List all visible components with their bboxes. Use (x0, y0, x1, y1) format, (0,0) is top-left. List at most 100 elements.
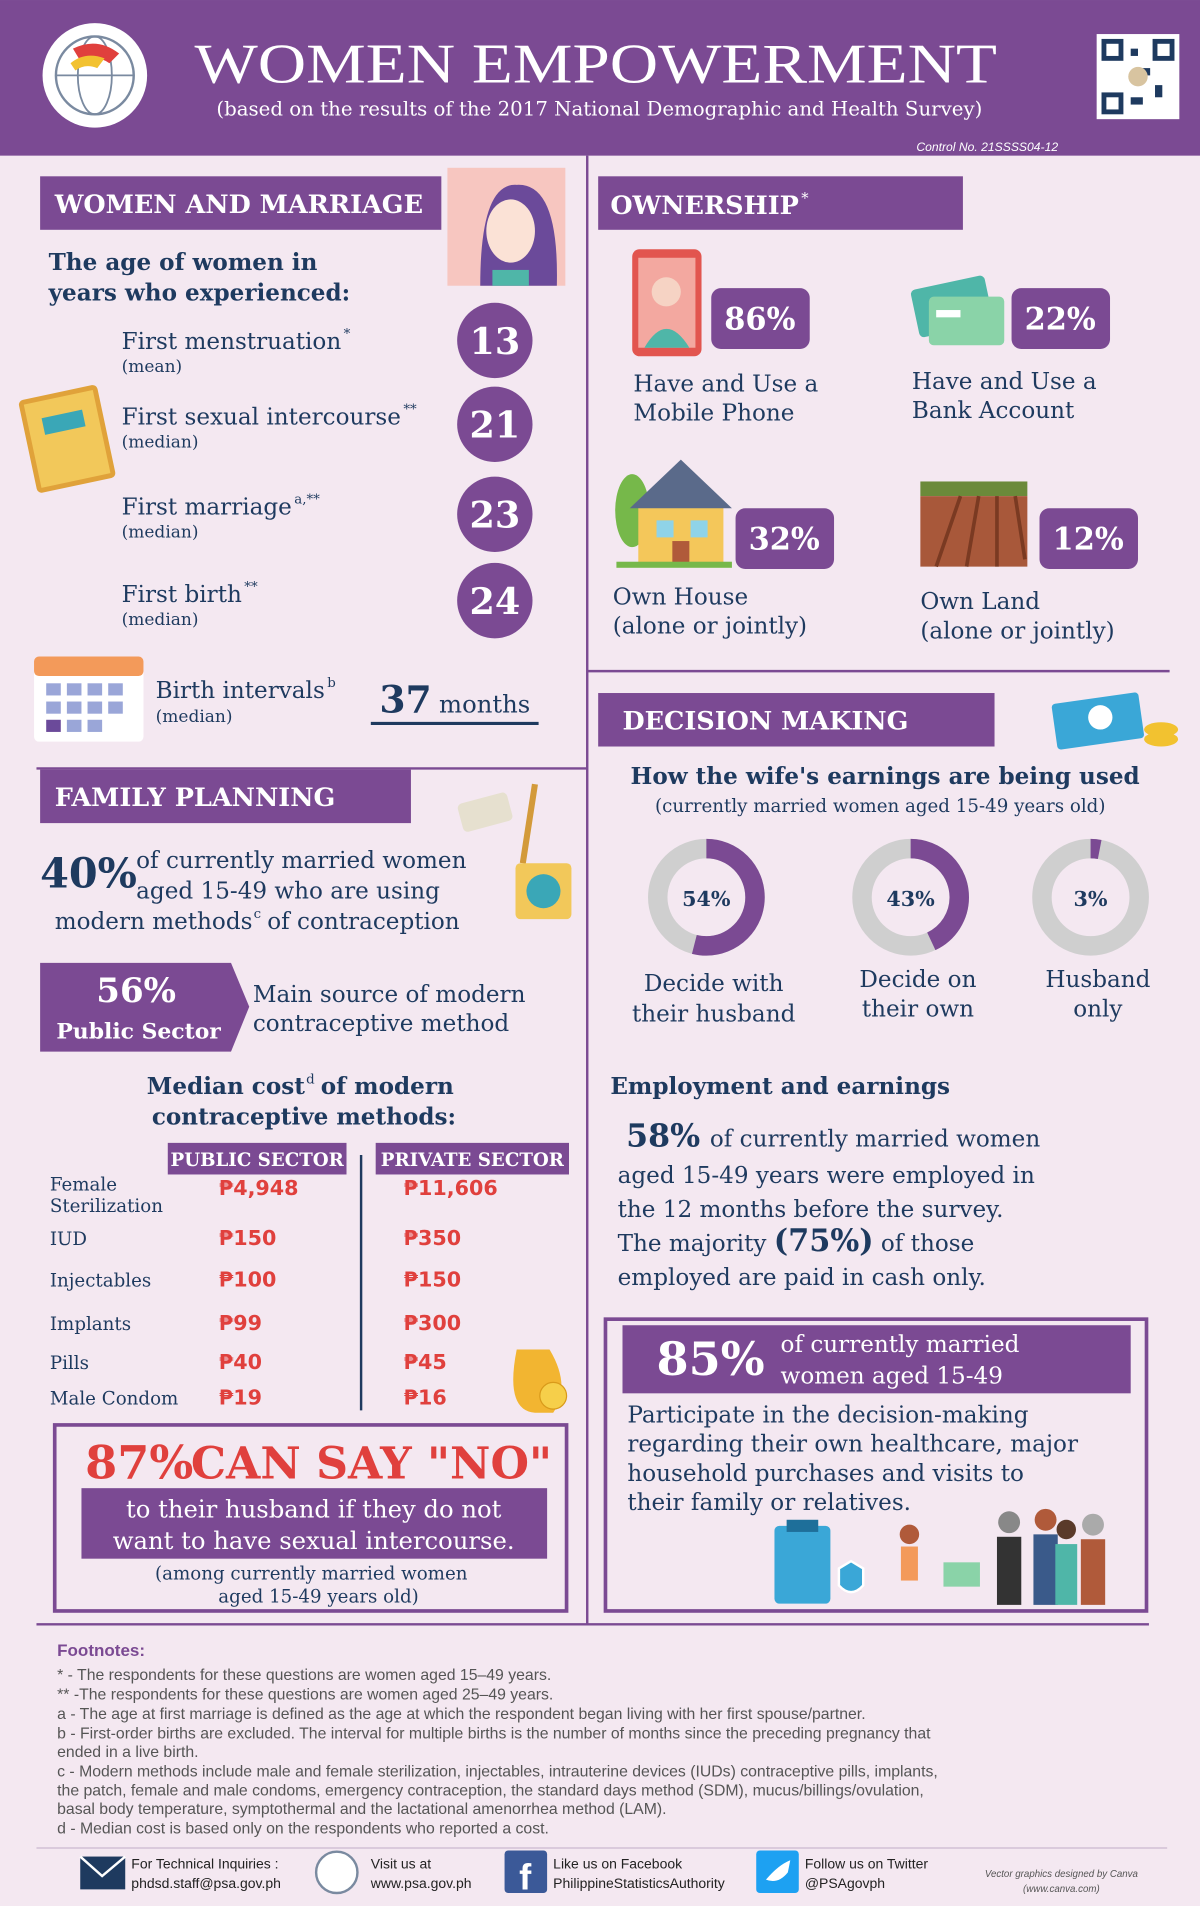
ownership-label: Own Land (920, 589, 1040, 615)
healthcare-band (622, 1325, 1131, 1394)
footnote: b - First-order births are excluded. The… (57, 1726, 931, 1743)
ownership-value: 32% (749, 522, 820, 558)
phone-icon (632, 249, 702, 357)
section-heading: WOMEN AND MARRIAGE (54, 190, 423, 220)
footer-label: Follow us on Twitter (805, 1856, 929, 1872)
people-icons (774, 1508, 1106, 1605)
say-no-text: to their husband if they do not (126, 1494, 502, 1523)
cost-title: contraceptive methods: (152, 1104, 456, 1131)
cost-title: of modern (321, 1073, 454, 1100)
footnote: the patch, female and male condoms, emer… (57, 1783, 924, 1800)
donut-arc (1032, 838, 1149, 956)
house-icon (615, 459, 732, 568)
calendar-icon (34, 656, 144, 742)
value-circle (457, 476, 533, 552)
item-value: 13 (469, 320, 520, 363)
ownership-label: Have and Use a (633, 372, 818, 398)
method-name: Male Condom (50, 1388, 178, 1409)
item-value: 23 (469, 494, 520, 537)
item-stat: (median) (122, 432, 199, 452)
footer-icons: f (79, 1850, 799, 1897)
footnote-mark: * (344, 327, 351, 342)
public-cost: ₱40 (219, 1350, 262, 1374)
private-cost: ₱45 (404, 1350, 447, 1374)
item-stat: (median) (122, 610, 199, 630)
donut-caption: their husband (632, 1001, 796, 1027)
value-circle (457, 562, 533, 639)
item-value: 21 (469, 404, 520, 447)
ownership-label: Bank Account (912, 398, 1075, 424)
healthcare-value: 85% (657, 1332, 765, 1386)
item-stat: (median) (122, 522, 199, 542)
item-value: 24 (469, 580, 520, 623)
interval-stat: (median) (156, 707, 233, 727)
footnote-mark: ** (403, 402, 417, 417)
section-heading: OWNERSHIP (610, 191, 799, 221)
woman-icon (447, 167, 566, 286)
item-stat: (mean) (122, 357, 183, 377)
source-text: Main source of modern (253, 982, 526, 1008)
heading-box (598, 176, 963, 230)
footnote-mark: ** (244, 580, 258, 595)
ownership-label: Own House (613, 584, 748, 610)
value-badge (735, 508, 835, 570)
footnote-mark: a,** (294, 492, 320, 507)
item-label: First menstruation (122, 329, 342, 355)
item-label: First sexual intercourse (122, 404, 401, 430)
footnote: d - Median cost is based only on the res… (57, 1820, 549, 1837)
source-text: contraceptive method (253, 1011, 510, 1037)
heading-box (40, 176, 442, 230)
footer-label: Like us on Facebook (553, 1856, 682, 1872)
method-name: Injectables (50, 1270, 151, 1291)
ownership-value: 86% (724, 301, 795, 337)
logo (42, 23, 148, 128)
public-cost: ₱150 (219, 1226, 276, 1250)
public-cost: ₱19 (219, 1385, 262, 1409)
ownership-label: Mobile Phone (633, 401, 794, 427)
credit: Vector graphics designed by Canva (985, 1869, 1139, 1880)
modern-text: modern methods (55, 909, 253, 935)
item-label: First marriage (122, 494, 292, 520)
say-no-note: (among currently married women (155, 1563, 468, 1584)
interval-label: Birth intervals (156, 678, 325, 704)
column-header: PUBLIC SECTOR (171, 1150, 345, 1171)
employment-text: employed are paid in cash only. (618, 1265, 986, 1291)
employment-text: aged 15-49 years were employed in (618, 1163, 1035, 1189)
dividers (36, 155, 1170, 1849)
footnote: ended in a live birth. (57, 1744, 198, 1761)
healthcare-label: women aged 15-49 (781, 1364, 1003, 1390)
method-name: Sterilization (50, 1196, 163, 1217)
footer-label: For Technical Inquiries : (131, 1856, 278, 1872)
source-label: Public Sector (56, 1018, 221, 1044)
footer-link[interactable]: www.psa.gov.ph (370, 1875, 472, 1891)
footnotes-heading: Footnotes: (57, 1641, 145, 1660)
footnote: a - The age at first marriage is defined… (57, 1706, 865, 1723)
method-name: Implants (50, 1314, 131, 1335)
ownership-label: (alone or jointly) (613, 613, 807, 639)
header-band (0, 0, 1200, 156)
footnote-mark: * (801, 190, 809, 207)
source-value: 56% (96, 971, 176, 1011)
footer-link[interactable]: PhilippineStatisticsAuthority (553, 1875, 725, 1891)
control-number: Control No. 21SSSS04-12 (916, 140, 1058, 154)
intro-text: years who experienced: (48, 279, 351, 306)
footnote: basal body temperature, symptothermal an… (57, 1801, 666, 1818)
public-cost: ₱100 (219, 1267, 276, 1291)
footer-link[interactable]: @PSAgovph (805, 1875, 885, 1891)
employment-value: 58% (626, 1118, 700, 1155)
donut-label: 3% (1074, 887, 1108, 911)
donut-arc (852, 838, 969, 956)
modern-value: 40% (40, 849, 137, 898)
modern-text: of contraception (267, 909, 460, 935)
say-no-band (81, 1488, 548, 1559)
value-badge (1011, 288, 1111, 349)
value-circle (457, 302, 533, 379)
method-name: IUD (50, 1229, 87, 1250)
interval-unit: months (439, 689, 530, 718)
footer-link[interactable]: phdsd.staff@psa.gov.ph (131, 1875, 281, 1891)
money-icon (1051, 692, 1179, 750)
donut-label: 54% (682, 887, 731, 911)
donut-caption: Decide on (859, 967, 976, 993)
